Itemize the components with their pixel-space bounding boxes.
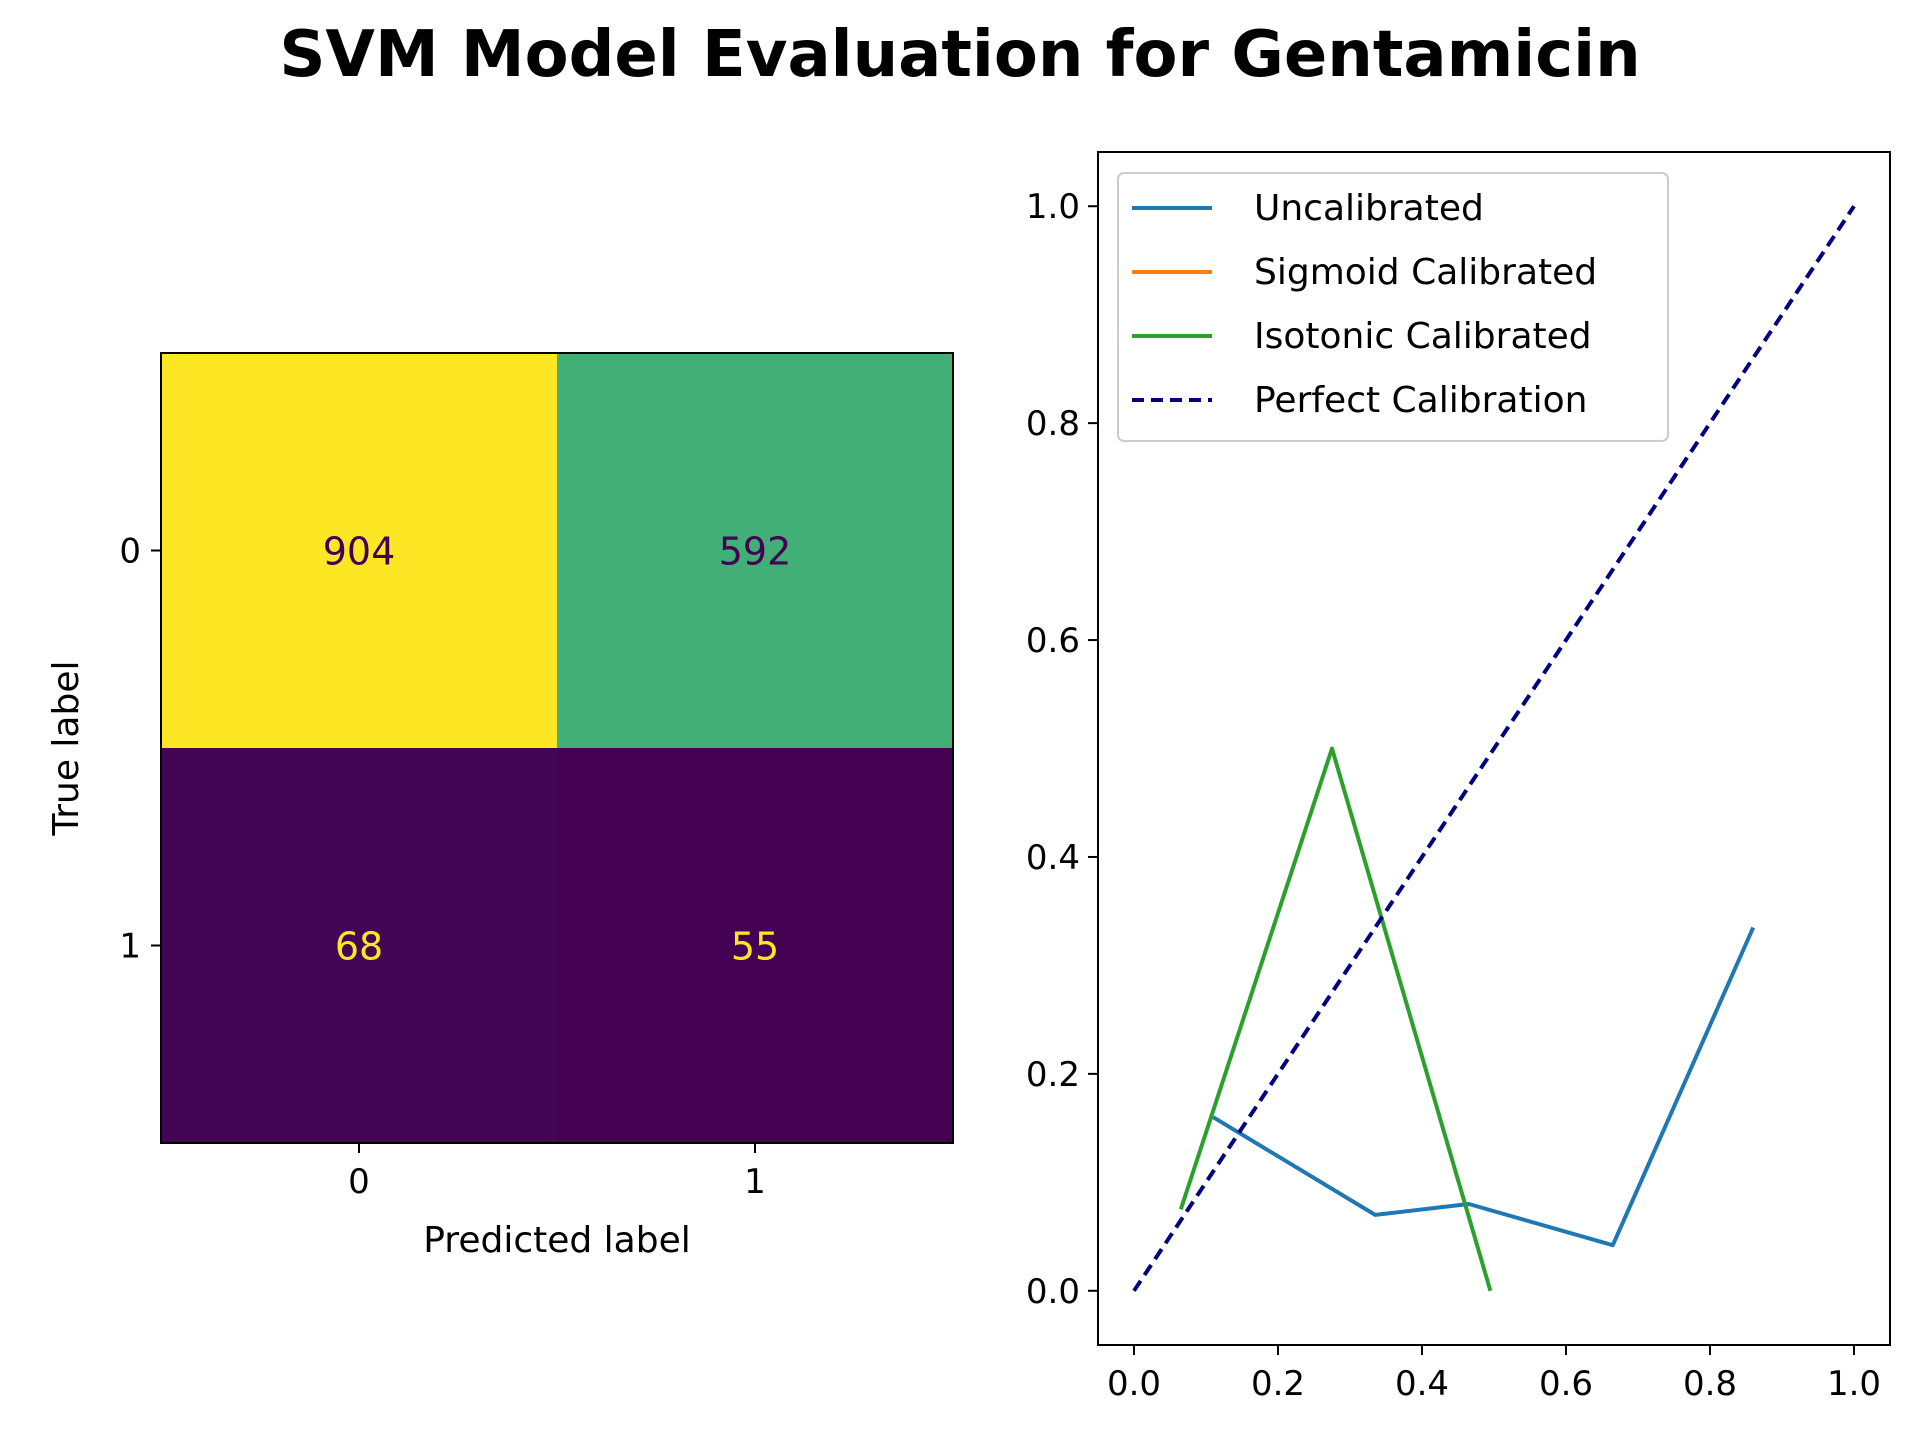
cal-xtick-label-1: 0.2 — [1251, 1364, 1305, 1404]
series-line-uncalibrated — [1212, 926, 1756, 1248]
confusion-matrix: 904 592 68 55 0 1 0 1 Predicted label True label — [46, 352, 954, 1261]
cal-xtick-label-4: 0.8 — [1683, 1364, 1737, 1404]
cm-ytick-label-0: 0 — [119, 532, 141, 572]
legend-frame — [1117, 172, 1669, 442]
cm-value-r0-c1: 592 — [719, 530, 792, 574]
cm-value-r1-c1: 55 — [731, 925, 779, 969]
cal-ytick-label-5: 1.0 — [1026, 187, 1080, 227]
series-line-isotonic-calibrated — [1178, 746, 1493, 1292]
cm-cell-r0-c0 — [161, 353, 557, 748]
legend-label-3: Perfect Calibration — [1254, 380, 1587, 421]
cm-cell-r1-c1 — [557, 748, 953, 1143]
legend-label-1: Sigmoid Calibrated — [1254, 252, 1597, 293]
series-line-perfect-calibration — [1132, 205, 1856, 1292]
cm-cell-r0-c1 — [557, 353, 953, 748]
legend-label-0: Uncalibrated — [1254, 188, 1484, 229]
cm-ylabel: True label — [46, 661, 87, 837]
page-title: SVM Model Evaluation for Gentamicin — [279, 18, 1641, 92]
legend-label-2: Isotonic Calibrated — [1254, 316, 1592, 357]
cal-xtick-label-5: 1.0 — [1827, 1364, 1881, 1404]
cm-cell-r1-c0 — [161, 748, 557, 1143]
cm-value-r1-c0: 68 — [335, 925, 383, 969]
cal-xtick-label-0: 0.0 — [1107, 1364, 1161, 1404]
cal-ytick-label-4: 0.8 — [1026, 404, 1080, 444]
cal-frame — [1097, 151, 1891, 1346]
cal-xtick-label-2: 0.4 — [1395, 1364, 1449, 1404]
cal-ytick-label-3: 0.6 — [1026, 621, 1080, 661]
cal-xtick-label-3: 0.6 — [1539, 1364, 1593, 1404]
cm-xtick-label-1: 1 — [744, 1162, 766, 1202]
cm-frame — [160, 352, 954, 1144]
calibration-plot: 0.0 0.2 0.4 0.6 0.8 1.0 0.0 0.2 0.4 0.6 0.8 1.0 Unca… — [1026, 151, 1891, 1404]
cal-ytick-label-2: 0.4 — [1026, 838, 1080, 878]
cm-xlabel: Predicted label — [423, 1220, 691, 1261]
cm-xtick-label-0: 0 — [348, 1162, 370, 1202]
cal-ytick-label-0: 0.0 — [1026, 1272, 1080, 1312]
cal-ytick-label-1: 0.2 — [1026, 1055, 1080, 1095]
cm-value-r0-c0: 904 — [323, 530, 396, 574]
cm-ytick-label-1: 1 — [119, 927, 141, 967]
